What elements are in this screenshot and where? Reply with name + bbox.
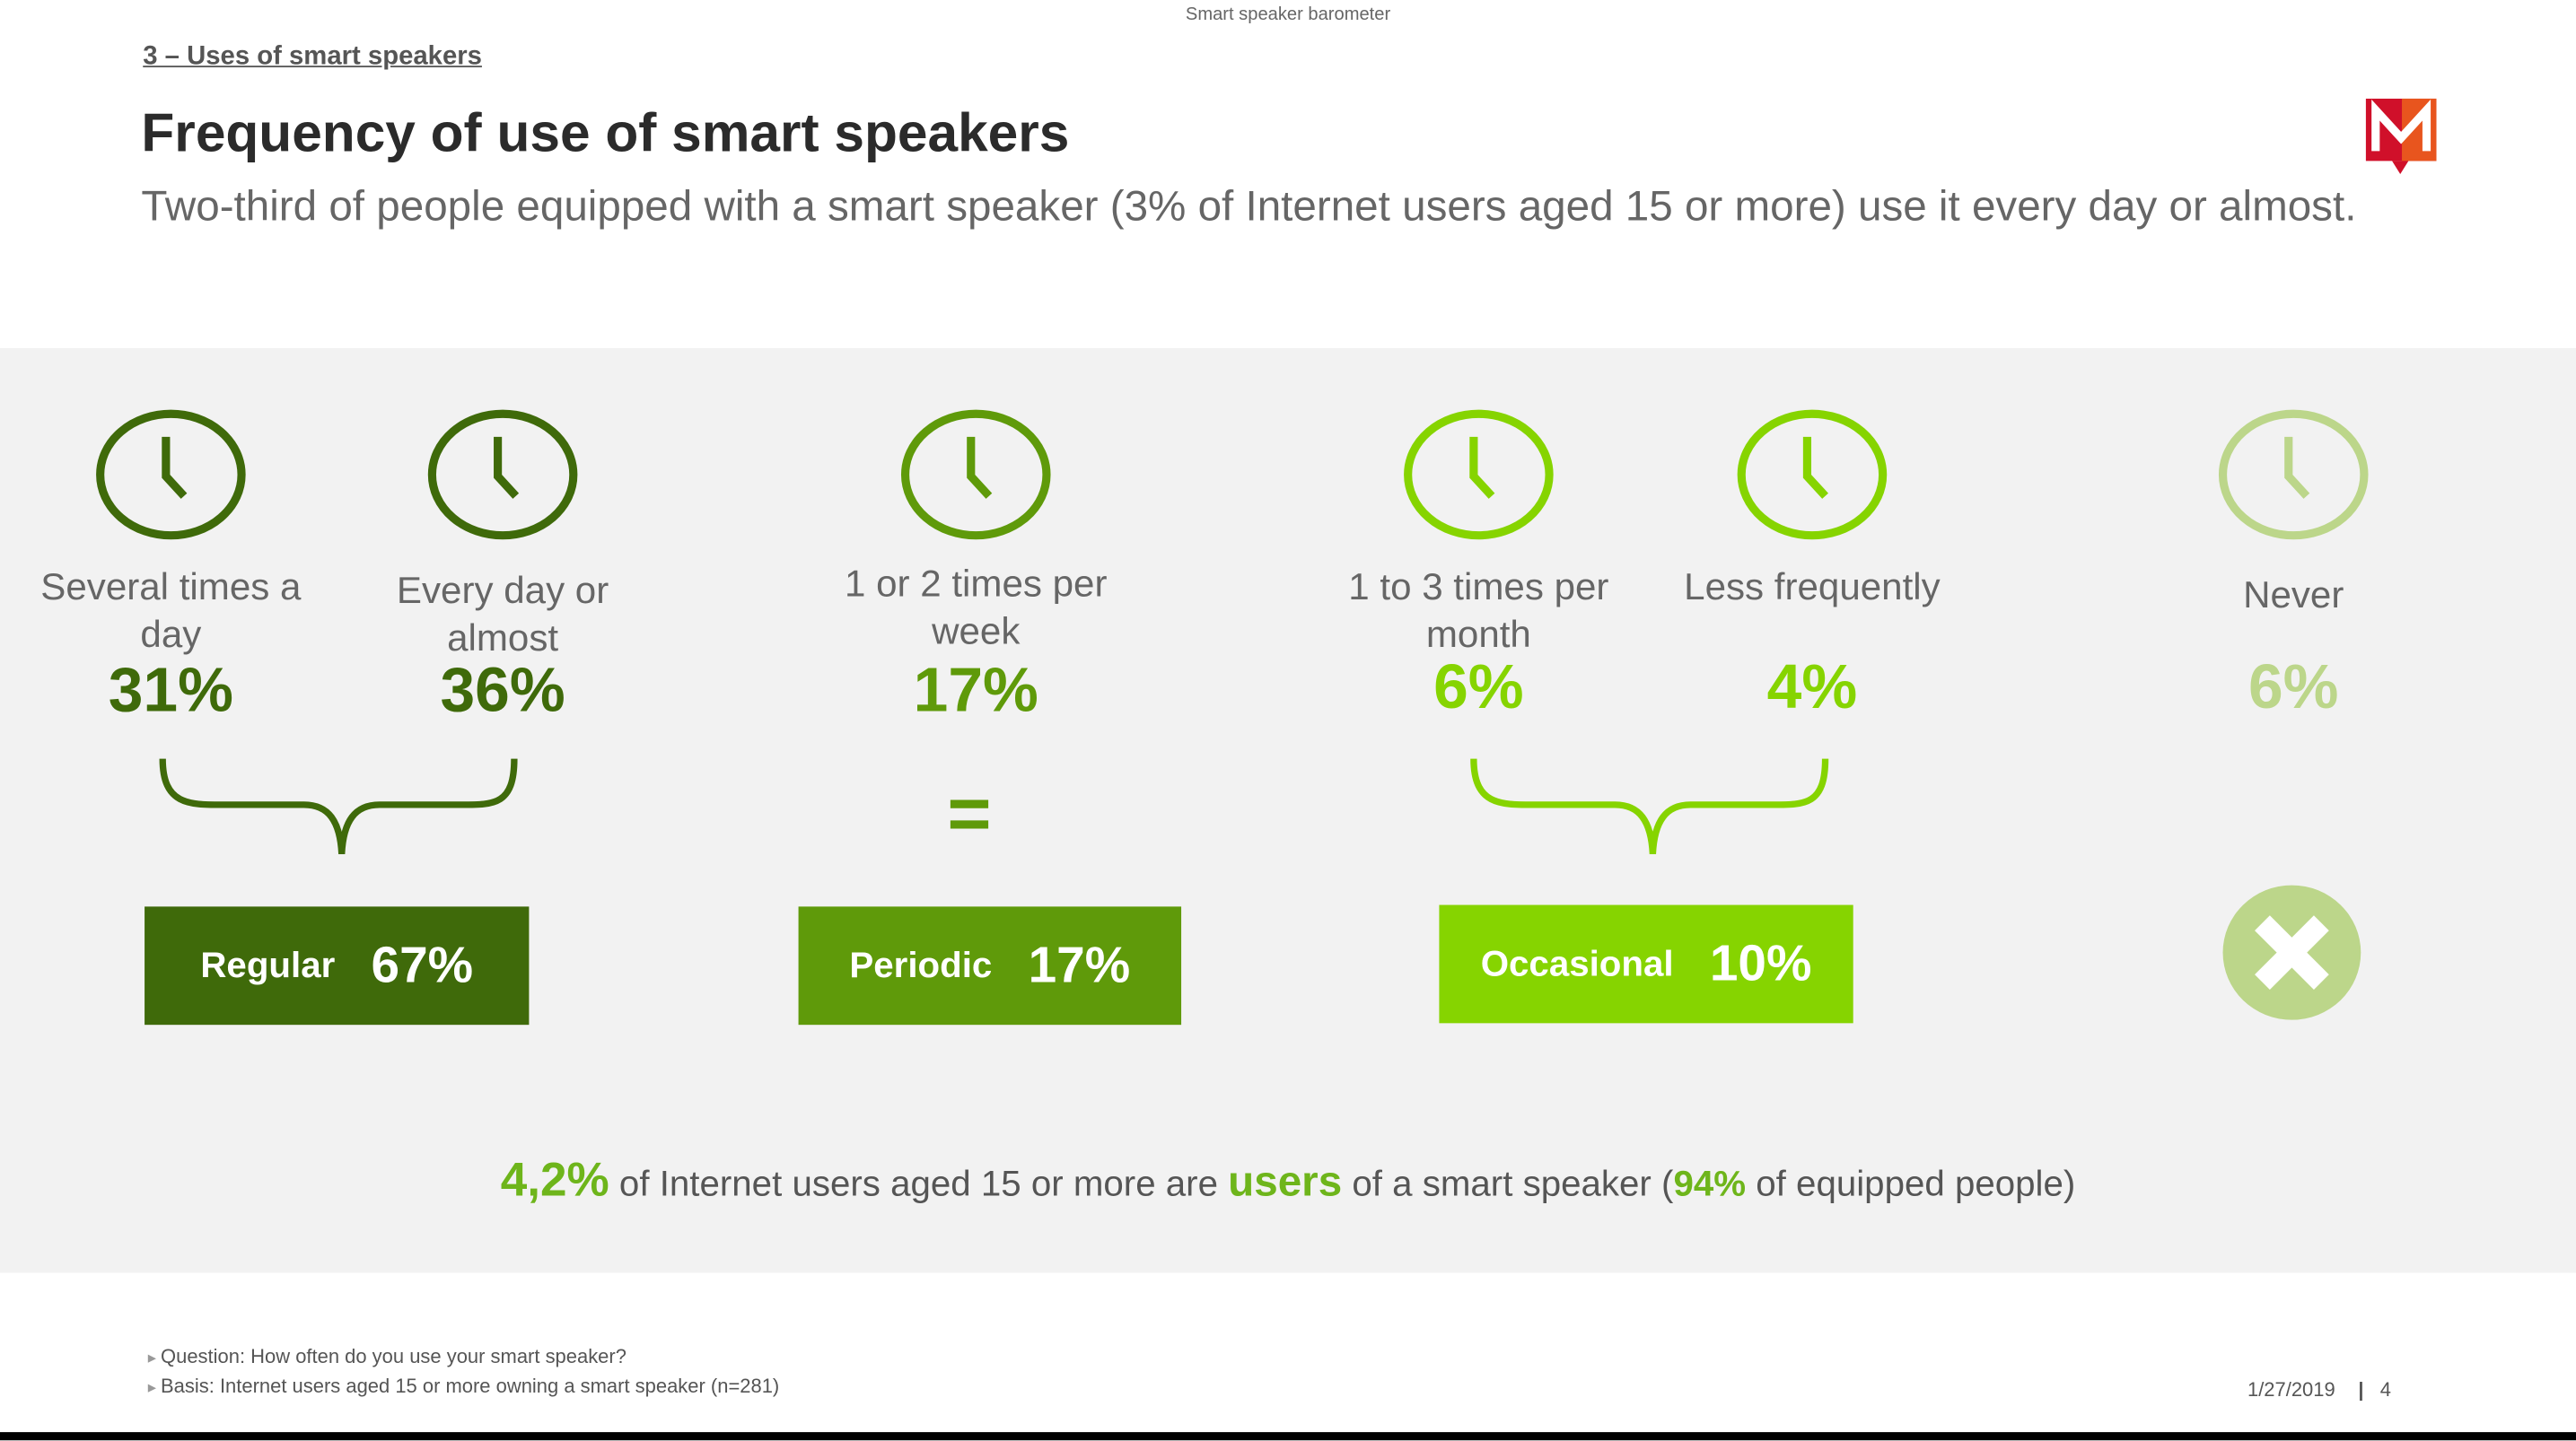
frequency-value: 31%: [108, 657, 233, 727]
frequency-item: 1 or 2 times per week 17%: [811, 407, 1140, 726]
clock-icon: [900, 409, 1051, 540]
group-value: 17%: [1028, 936, 1131, 994]
group-name: Occasional: [1480, 942, 1674, 984]
brace-regular: [159, 758, 518, 855]
page-title: Frequency of use of smart speakers: [141, 101, 1070, 163]
clock-icon: [96, 409, 246, 540]
group-occasional: Occasional 10%: [1439, 904, 1853, 1024]
group-value: 67%: [371, 936, 474, 994]
equals-sign: =: [947, 770, 992, 856]
frequency-label: 1 or 2 times per week: [844, 561, 1108, 652]
footnote-question: Question: How often do you use your smar…: [148, 1345, 626, 1368]
brand-logo: [2365, 98, 2437, 175]
frequency-value: 36%: [440, 657, 565, 727]
group-value: 10%: [1709, 934, 1812, 992]
frequency-label: 1 to 3 times per month: [1348, 564, 1609, 656]
section-title: 3 – Uses of smart speakers: [143, 42, 482, 71]
group-name: Periodic: [849, 944, 993, 986]
frequency-item: 1 to 3 times per month 6%: [1314, 407, 1643, 722]
bottom-bar: [0, 1432, 2576, 1441]
never-x-icon: [2222, 885, 2361, 1020]
frequency-label: Every day or almost: [396, 568, 609, 659]
frequency-label: Several times a day: [40, 564, 302, 656]
footnote-basis: Basis: Internet users aged 15 or more ow…: [148, 1375, 780, 1398]
frequency-label: Never: [2243, 572, 2344, 616]
group-periodic: Periodic 17%: [798, 906, 1182, 1026]
page-number: 4: [2379, 1377, 2392, 1402]
frequency-item: Every day or almost 36%: [338, 407, 667, 726]
frequency-item: Never 6%: [2129, 407, 2458, 722]
slide-date-page: 1/27/2019 | 4: [2247, 1377, 2392, 1402]
frequency-value: 6%: [1433, 653, 1524, 723]
frequency-label: Less frequently: [1684, 564, 1941, 608]
group-regular: Regular 67%: [145, 906, 530, 1026]
summary-text: 4,2% of Internet users aged 15 or more a…: [500, 1154, 2076, 1208]
running-title: Smart speaker barometer: [1185, 4, 1391, 25]
frequency-panel: [0, 348, 2576, 1273]
frequency-value: 4%: [1766, 653, 1858, 723]
group-name: Regular: [200, 944, 336, 986]
brace-occasional: [1470, 758, 1829, 855]
frequency-item: Less frequently 4%: [1648, 407, 1976, 722]
frequency-value: 6%: [2247, 653, 2339, 723]
clock-icon: [427, 409, 578, 540]
frequency-item: Several times a day 31%: [6, 407, 335, 726]
clock-icon: [2218, 409, 2369, 540]
frequency-value: 17%: [913, 657, 1038, 727]
page-subtitle: Two-third of people equipped with a smar…: [141, 180, 2357, 231]
clock-icon: [1737, 409, 1888, 540]
clock-icon: [1404, 409, 1554, 540]
